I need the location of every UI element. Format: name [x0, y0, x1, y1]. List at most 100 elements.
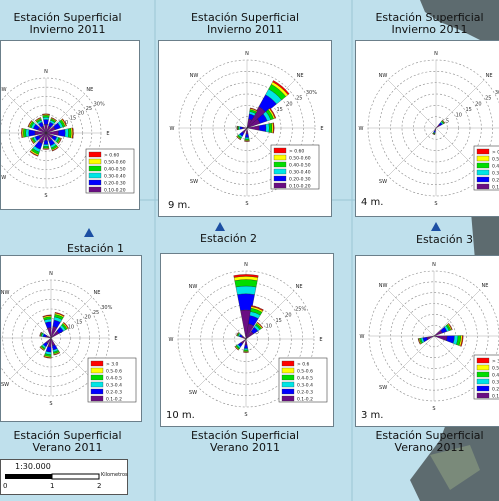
legend-label: 0.50-0.60 — [492, 157, 499, 163]
rose-petal — [61, 118, 67, 127]
rose-legend: > 0.600.50-0.600.40-0.500.30-0.400.20-0.… — [473, 145, 499, 191]
legend-label: 0.20-0.30 — [492, 178, 499, 184]
ring-label: 20 — [78, 111, 84, 117]
legend-swatch — [273, 182, 287, 189]
rose-petal — [272, 122, 275, 134]
legend-label: 0.10-0.20 — [104, 188, 126, 194]
rose-spoke — [197, 290, 247, 340]
scale-tick-0: 0 — [3, 482, 8, 490]
rose-svg: NNEESESSWWNW5> 3.00.5-0.60.4-0.50.3-0.40… — [360, 262, 499, 412]
rose-petal — [67, 127, 72, 139]
compass-label: SW — [190, 179, 198, 185]
compass-label: S — [49, 401, 52, 407]
ring-label: 15 — [76, 320, 82, 326]
compass-label: S — [245, 201, 248, 207]
legend-swatch — [476, 169, 490, 176]
compass-label: S — [434, 201, 437, 207]
legend-label: > 3.0 — [106, 362, 118, 368]
rose-petal — [258, 124, 267, 132]
rose-petal — [23, 128, 27, 138]
rose-petal — [51, 146, 59, 152]
legend-label: 0.30-0.40 — [104, 174, 126, 180]
title-summer-3: Estación Superficial Verano 2011 — [375, 429, 484, 454]
rose-petal — [235, 285, 257, 295]
legend-swatch — [88, 151, 102, 158]
rose-petal — [50, 337, 56, 346]
legend-label: 0.2-0.3 — [106, 390, 122, 396]
compass-label: NE — [481, 283, 488, 289]
rose-petal — [245, 133, 249, 138]
legend-swatch — [90, 367, 104, 374]
legend-label: 0.30-0.40 — [289, 170, 311, 176]
title-summer-2: Estación Superficial Verano 2011 — [190, 429, 300, 454]
station-2-label: Estación 2 — [200, 232, 258, 245]
rose-spoke — [387, 79, 437, 129]
legend-swatch — [273, 147, 287, 154]
legend-label: 0.4-0.5 — [492, 373, 499, 379]
legend-swatch — [88, 165, 102, 172]
rose-petal — [42, 113, 50, 115]
rose-spoke — [387, 289, 435, 337]
rose-petal — [249, 107, 258, 112]
rose-legend: > 0.600.50-0.600.40-0.500.30-0.400.20-0.… — [85, 148, 135, 194]
ring-label: 30% — [306, 90, 317, 96]
legend-swatch — [476, 357, 490, 364]
legend-swatch — [281, 374, 295, 381]
legend-label: 0.10-0.20 — [289, 184, 311, 190]
rose-petal — [30, 138, 35, 145]
legend-swatch — [476, 385, 490, 392]
legend-swatch — [88, 186, 102, 193]
rose-petal — [43, 119, 49, 125]
compass-label: W — [359, 126, 364, 132]
legend-label: 0.40-0.50 — [104, 167, 126, 173]
legend-swatch — [273, 175, 287, 182]
compass-label: S — [432, 406, 435, 412]
ring-label: 15 — [275, 318, 281, 324]
legend-swatch — [88, 179, 102, 186]
scale-tick-1: 1 — [50, 482, 55, 490]
rose-spoke — [433, 289, 481, 337]
depth-label: 4 m. — [361, 197, 384, 208]
ring-label: 15 — [465, 107, 471, 113]
legend-label: 0.5-0.6 — [106, 369, 122, 375]
rose-spoke — [433, 335, 481, 383]
rose-petal — [265, 123, 270, 133]
legend-swatch — [281, 367, 295, 374]
depth-label: 3 m. — [361, 410, 384, 421]
legend-label: 0.2-0.3 — [492, 387, 499, 393]
compass-label: N — [44, 69, 48, 75]
rose-svg: NNEESESSWWNW510152025%> 0.60.5-0.60.4-0.… — [169, 262, 328, 418]
scale-bar-graphic — [5, 473, 100, 480]
rose-spoke — [435, 79, 485, 129]
legend-swatch — [476, 364, 490, 371]
station-3-marker — [431, 222, 441, 231]
ring-label: 25% — [295, 307, 306, 313]
rose-petal — [43, 356, 52, 359]
legend-label: 0.40-0.50 — [289, 163, 311, 169]
ring-label: 30% — [94, 102, 105, 108]
legend-swatch — [476, 183, 490, 190]
legend-swatch — [90, 388, 104, 395]
rose-petal — [39, 331, 42, 337]
title-summer-1: Estación Superficial Verano 2011 — [13, 429, 122, 454]
ring-label: 15 — [70, 115, 76, 121]
scale-ratio: 1:30.000 — [15, 462, 51, 471]
compass-label: SW — [1, 175, 6, 181]
rose-petal — [256, 321, 264, 329]
rose-svg: NNEESESSWWNW51015202530%> 3.00.5-0.60.4-… — [1, 271, 137, 407]
rose-petal — [432, 133, 436, 135]
rose-petal — [234, 279, 258, 288]
rose-petal — [53, 352, 61, 356]
rose-petal — [72, 127, 74, 139]
rose-petal — [426, 335, 435, 340]
legend-swatch — [476, 148, 490, 155]
ring-label: 20 — [84, 315, 90, 321]
rose-spoke — [9, 296, 52, 339]
compass-label: W — [360, 334, 365, 340]
depth-label: 10 m. — [166, 410, 195, 421]
rose-petal — [43, 144, 49, 147]
legend-swatch — [476, 392, 490, 399]
ring-label: 20 — [286, 101, 292, 107]
ring-label: 15 — [276, 107, 282, 113]
ring-label: 10 — [266, 324, 272, 330]
